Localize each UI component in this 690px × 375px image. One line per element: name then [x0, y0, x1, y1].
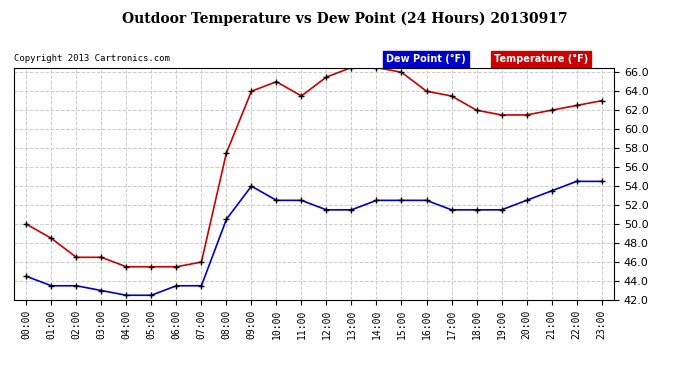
- Text: Dew Point (°F): Dew Point (°F): [386, 54, 466, 64]
- Text: Temperature (°F): Temperature (°F): [494, 54, 589, 64]
- Text: Outdoor Temperature vs Dew Point (24 Hours) 20130917: Outdoor Temperature vs Dew Point (24 Hou…: [122, 11, 568, 26]
- Text: Copyright 2013 Cartronics.com: Copyright 2013 Cartronics.com: [14, 54, 170, 63]
